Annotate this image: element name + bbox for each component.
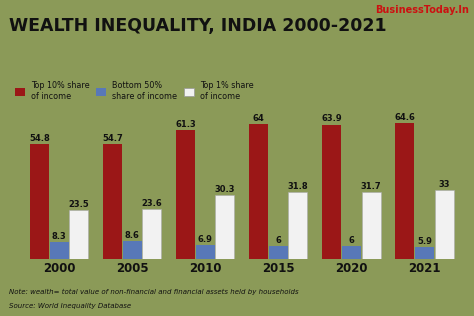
Bar — [142, 210, 161, 259]
Text: 31.8: 31.8 — [288, 182, 308, 191]
Bar — [123, 241, 142, 259]
Bar — [103, 144, 122, 259]
Text: WEALTH INEQUALITY, INDIA 2000-2021: WEALTH INEQUALITY, INDIA 2000-2021 — [9, 17, 387, 35]
Bar — [415, 247, 434, 259]
Bar — [249, 124, 268, 259]
Text: 30.3: 30.3 — [215, 185, 235, 194]
Text: 63.9: 63.9 — [321, 114, 342, 124]
Bar — [176, 130, 195, 259]
Bar — [50, 242, 69, 259]
Text: 6: 6 — [348, 236, 354, 246]
Bar — [342, 246, 361, 259]
Text: 61.3: 61.3 — [175, 120, 196, 129]
Text: 33: 33 — [438, 179, 450, 189]
Text: 6: 6 — [275, 236, 281, 246]
Text: 54.7: 54.7 — [102, 134, 123, 143]
Bar — [69, 210, 88, 259]
Legend: Top 10% share
of income, Bottom 50%
share of income, Top 1% share
of income: Top 10% share of income, Bottom 50% shar… — [13, 80, 255, 102]
Bar — [362, 192, 381, 259]
Bar — [322, 125, 341, 259]
Text: Source: World Inequality Database: Source: World Inequality Database — [9, 303, 132, 309]
Bar — [30, 144, 49, 259]
Text: 6.9: 6.9 — [198, 234, 213, 244]
Text: 23.6: 23.6 — [142, 199, 162, 208]
Text: 31.7: 31.7 — [361, 182, 382, 191]
Text: 5.9: 5.9 — [417, 237, 432, 246]
Text: 54.8: 54.8 — [29, 134, 50, 143]
Bar — [289, 192, 308, 259]
Bar — [216, 195, 235, 259]
Text: 8.6: 8.6 — [125, 231, 140, 240]
Bar — [435, 190, 454, 259]
Text: 23.5: 23.5 — [68, 200, 89, 209]
Text: Note: wealth= total value of non-financial and financial assets held by househol: Note: wealth= total value of non-financi… — [9, 289, 299, 295]
Text: BusinessToday.In: BusinessToday.In — [375, 5, 469, 15]
Text: 8.3: 8.3 — [52, 232, 66, 240]
Bar — [196, 245, 215, 259]
Text: 64.6: 64.6 — [394, 113, 415, 122]
Bar — [269, 246, 288, 259]
Bar — [395, 123, 414, 259]
Text: 64: 64 — [253, 114, 264, 123]
